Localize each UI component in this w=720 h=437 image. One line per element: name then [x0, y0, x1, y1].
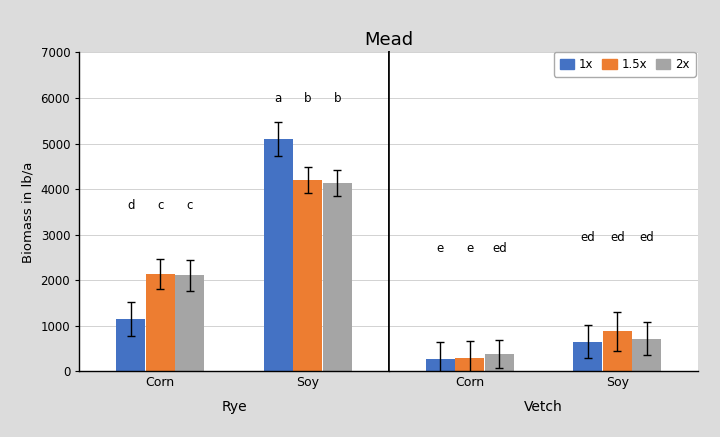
- Bar: [117, 319, 145, 371]
- Bar: [603, 331, 631, 371]
- Text: b: b: [304, 92, 312, 105]
- Bar: [323, 183, 351, 371]
- Text: d: d: [127, 199, 135, 212]
- Text: c: c: [157, 199, 163, 212]
- Text: c: c: [186, 199, 193, 212]
- Bar: [456, 358, 485, 371]
- Bar: [176, 275, 204, 371]
- Bar: [264, 139, 292, 371]
- X-axis label: Vetch: Vetch: [524, 400, 563, 414]
- Y-axis label: Biomass in lb/a: Biomass in lb/a: [22, 161, 35, 263]
- Bar: [632, 339, 661, 371]
- Bar: [426, 359, 455, 371]
- Text: a: a: [274, 92, 282, 105]
- Text: ed: ed: [639, 231, 654, 244]
- Text: ed: ed: [610, 231, 625, 244]
- Text: b: b: [333, 92, 341, 105]
- Text: Mead: Mead: [364, 31, 413, 49]
- Text: e: e: [467, 242, 474, 255]
- X-axis label: Rye: Rye: [221, 400, 247, 414]
- Text: ed: ed: [492, 242, 507, 255]
- Legend: 1x, 1.5x, 2x: 1x, 1.5x, 2x: [554, 52, 696, 77]
- Text: e: e: [437, 242, 444, 255]
- Bar: [146, 274, 175, 371]
- Bar: [485, 354, 514, 371]
- Text: ed: ed: [580, 231, 595, 244]
- Bar: [293, 180, 322, 371]
- Bar: [573, 342, 602, 371]
